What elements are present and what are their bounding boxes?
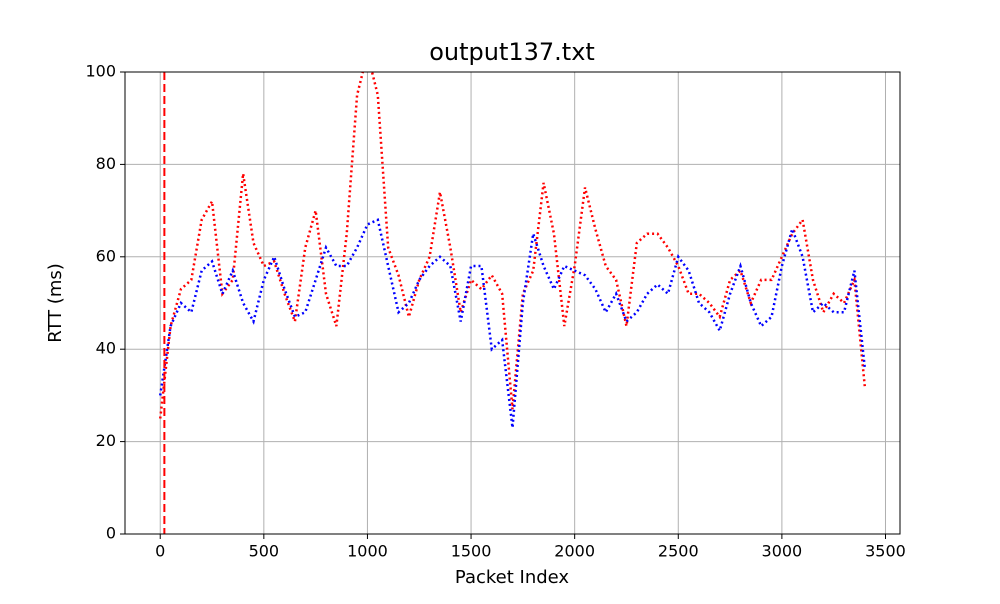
chart-title: output137.txt [429, 38, 595, 66]
line-series [158, 218, 867, 428]
y-tick-label: 60 [96, 246, 116, 265]
y-tick-label: 80 [96, 154, 116, 173]
y-axis-label: RTT (ms) [45, 263, 66, 343]
y-tick-label: 20 [96, 431, 116, 450]
x-tick-label: 2000 [554, 542, 595, 561]
x-tick-label: 1000 [347, 542, 388, 561]
x-tick-label: 3500 [865, 542, 906, 561]
plot-frame [124, 71, 901, 535]
x-tick-label: 1500 [451, 542, 492, 561]
x-tick-label: 500 [249, 542, 280, 561]
y-tick-label: 0 [106, 524, 116, 543]
x-axis-label: Packet Index [455, 567, 570, 588]
line-series [158, 72, 867, 419]
x-tick-label: 2500 [658, 542, 699, 561]
x-tick-label: 3000 [762, 542, 803, 561]
y-tick-label: 40 [96, 339, 116, 358]
x-tick-label: 0 [155, 542, 165, 561]
y-tick-label: 100 [85, 62, 116, 81]
